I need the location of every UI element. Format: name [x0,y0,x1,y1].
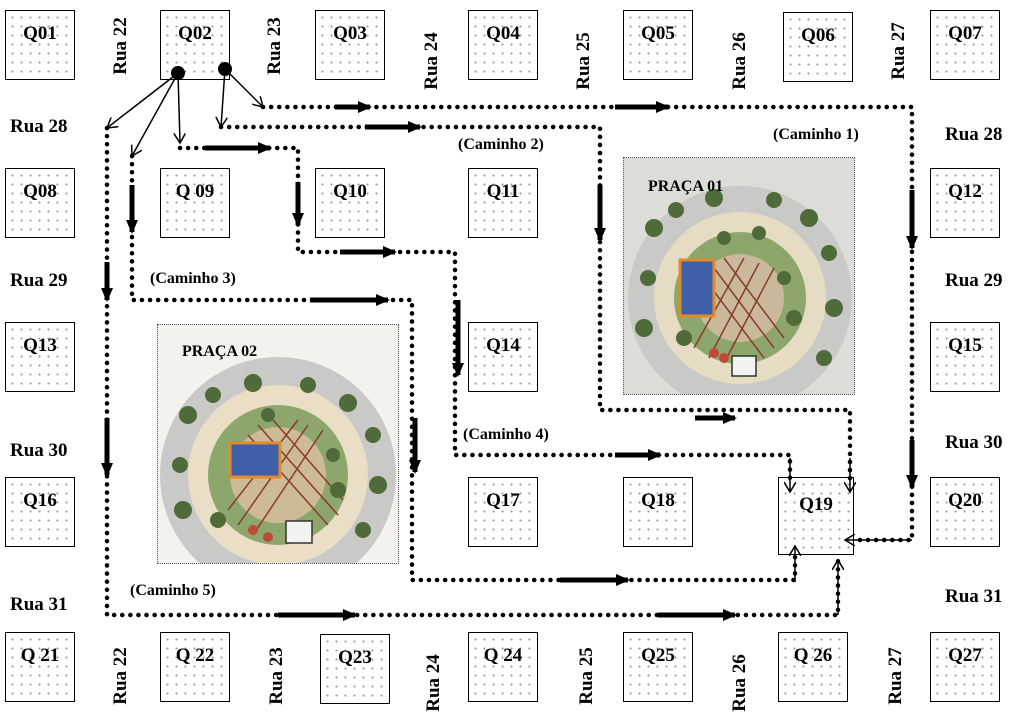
block-q20: Q20 [930,477,1000,547]
block-q05: Q05 [623,10,693,80]
block-label: Q04 [486,23,520,44]
street-label-rua-28-right: Rua 28 [945,124,1003,145]
block-q12: Q12 [930,168,1000,238]
block-q14: Q14 [468,322,538,392]
block-label: Q01 [23,23,57,44]
street-label-rua-23-bottom: Rua 23 [265,647,287,705]
block-q03: Q03 [315,10,385,80]
block-label: Q 26 [793,645,833,666]
block-q21: Q 21 [5,632,75,702]
block-label: Q13 [23,335,57,356]
street-label-rua-26-bottom: Rua 26 [728,654,750,712]
block-q07: Q07 [930,10,1000,80]
route-label-caminho-5: (Caminho 5) [130,582,216,599]
block-label: Q08 [23,181,57,202]
start-arrows [107,68,263,156]
block-q27: Q27 [930,632,1000,702]
praca-02-image: PRAÇA 02 [157,324,399,564]
street-label-rua-25-bottom: Rua 25 [575,647,597,705]
block-label: Q 22 [175,645,215,666]
block-label: Q 21 [20,645,60,666]
block-label: Q11 [486,181,520,202]
block-label: Q23 [338,647,372,668]
block-q10: Q10 [315,168,385,238]
street-label-rua-31-left: Rua 31 [10,594,68,615]
street-label-rua-22-bottom: Rua 22 [109,647,131,705]
block-label: Q05 [641,23,675,44]
block-q09: Q 09 [160,168,230,238]
praca-01-label: PRAÇA 01 [648,178,724,195]
street-label-rua-22-top: Rua 22 [109,17,131,75]
block-label: Q03 [333,23,367,44]
block-label: Q02 [178,23,212,44]
block-label: Q17 [486,490,520,511]
route-label-caminho-2: (Caminho 2) [458,136,544,153]
block-label: Q16 [23,490,57,511]
block-label: Q19 [799,494,833,515]
block-label: Q20 [948,490,982,511]
street-label-rua-30-right: Rua 30 [945,432,1003,453]
street-label-rua-31-right: Rua 31 [945,586,1003,607]
block-label: Q18 [641,490,675,511]
block-q08: Q08 [5,168,75,238]
block-q11: Q11 [468,168,538,238]
street-label-rua-30-left: Rua 30 [10,440,68,461]
street-label-rua-27-bottom: Rua 27 [884,647,906,705]
block-label: Q14 [486,335,520,356]
praca-01-image: PRAÇA 01 [623,157,855,395]
street-label-rua-26-top: Rua 26 [728,32,750,90]
street-label-rua-23-top: Rua 23 [263,17,285,75]
praca-02-label: PRAÇA 02 [182,343,258,360]
street-label-rua-27-top: Rua 27 [887,22,909,80]
block-q25: Q25 [623,632,693,702]
block-q02: Q02 [160,10,230,80]
block-label: Q15 [948,335,982,356]
block-q26: Q 26 [778,632,848,702]
block-q22: Q 22 [160,632,230,702]
street-label-rua-28-left: Rua 28 [10,116,68,137]
street-label-rua-24-bottom: Rua 24 [422,654,444,712]
block-label: Q 24 [483,645,523,666]
block-q06: Q06 [783,12,853,82]
block-label: Q06 [801,25,835,46]
block-q24: Q 24 [468,632,538,702]
street-label-rua-25-top: Rua 25 [572,32,594,90]
block-label: Q 09 [175,181,215,202]
block-q15: Q15 [930,322,1000,392]
block-q18: Q18 [623,477,693,547]
block-q19: Q19 [778,477,854,555]
block-label: Q12 [948,181,982,202]
street-label-rua-24-top: Rua 24 [420,32,442,90]
block-label: Q27 [948,645,982,666]
block-q04: Q04 [468,10,538,80]
route-label-caminho-1: (Caminho 1) [773,126,859,143]
block-q23: Q23 [320,634,390,704]
block-q13: Q13 [5,322,75,392]
block-q17: Q17 [468,477,538,547]
street-label-rua-29-left: Rua 29 [10,270,68,291]
block-label: Q25 [641,645,675,666]
block-q16: Q16 [5,477,75,547]
block-q01: Q01 [5,10,75,80]
street-label-rua-29-right: Rua 29 [945,270,1003,291]
block-label: Q07 [948,23,982,44]
block-label: Q10 [333,181,367,202]
route-label-caminho-4: (Caminho 4) [463,426,549,443]
route-label-caminho-3: (Caminho 3) [150,270,236,287]
